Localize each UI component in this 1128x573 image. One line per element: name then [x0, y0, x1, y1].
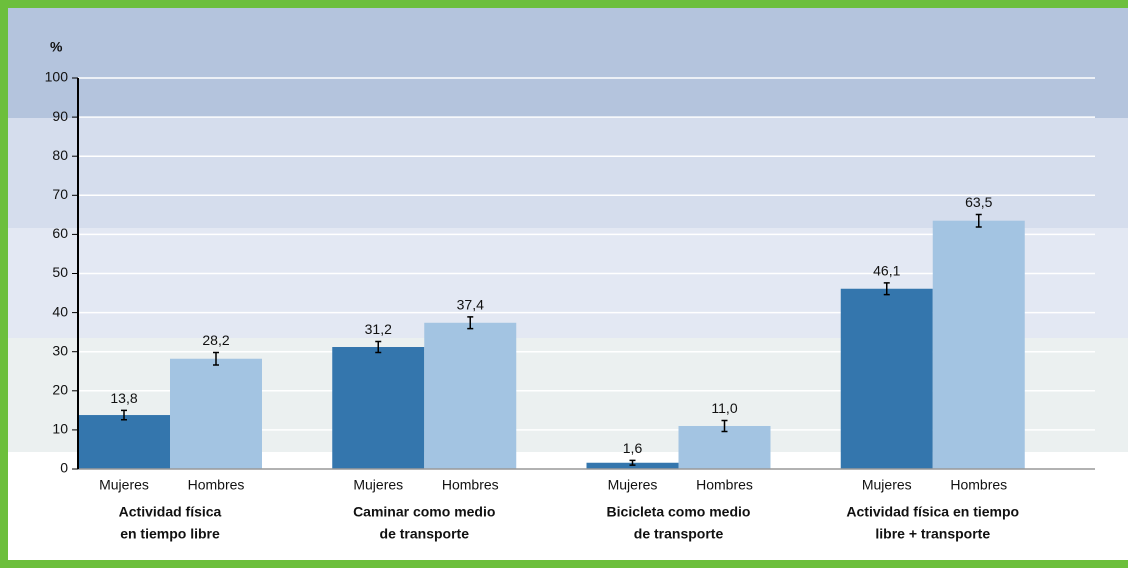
value-label: 13,8: [110, 390, 137, 406]
value-label: 31,2: [365, 321, 392, 337]
error-bar: [883, 282, 890, 296]
error-bar: [467, 316, 474, 330]
series-label: Mujeres: [608, 477, 658, 493]
series-label: Hombres: [950, 477, 1007, 493]
y-axis-label: %: [50, 39, 63, 55]
bar: [332, 347, 425, 469]
category-label: de transporte: [634, 526, 724, 542]
y-tick-label: 30: [52, 342, 68, 358]
y-tick-label: 0: [60, 460, 68, 476]
error-bar: [213, 351, 219, 366]
y-tick-label: 60: [52, 225, 68, 241]
category-label: Caminar como medio: [353, 504, 495, 520]
bar: [840, 288, 933, 469]
error-bar: [121, 409, 127, 421]
series-label: Mujeres: [862, 477, 912, 493]
series-label: Hombres: [188, 477, 245, 493]
y-tick-label: 100: [45, 69, 69, 85]
bar: [170, 358, 262, 469]
series-label: Mujeres: [99, 477, 149, 493]
error-bar: [375, 340, 382, 354]
value-label: 46,1: [873, 263, 900, 279]
series-label: Hombres: [442, 477, 499, 493]
bar: [586, 462, 679, 469]
category-label: libre + transporte: [875, 526, 990, 542]
band: [8, 8, 1128, 118]
y-tick-label: 90: [52, 108, 68, 124]
y-tick-label: 80: [52, 147, 68, 163]
band: [8, 452, 1128, 560]
error-bar: [721, 419, 728, 433]
bar: [678, 425, 771, 469]
value-label: 28,2: [202, 332, 229, 348]
value-label: 11,0: [711, 400, 737, 416]
category-label: Actividad física: [119, 504, 222, 520]
y-tick-label: 50: [52, 264, 68, 280]
value-label: 1,6: [623, 440, 643, 456]
category-label: Actividad física en tiempo: [846, 504, 1019, 520]
bar: [932, 220, 1025, 469]
series-label: Hombres: [696, 477, 753, 493]
category-label: Bicicleta como medio: [607, 504, 751, 520]
error-bar: [629, 459, 636, 466]
bar: [78, 415, 170, 469]
category-label: en tiempo libre: [120, 526, 220, 542]
y-tick-label: 20: [52, 382, 68, 398]
y-tick-label: 70: [52, 186, 68, 202]
series-label: Mujeres: [353, 477, 403, 493]
category-label: de transporte: [380, 526, 470, 542]
value-label: 37,4: [457, 297, 484, 313]
y-tick-label: 10: [52, 421, 68, 437]
error-bar: [975, 213, 982, 228]
value-label: 63,5: [965, 194, 992, 210]
bar: [424, 322, 517, 469]
band: [8, 118, 1128, 228]
y-tick-label: 40: [52, 303, 68, 319]
